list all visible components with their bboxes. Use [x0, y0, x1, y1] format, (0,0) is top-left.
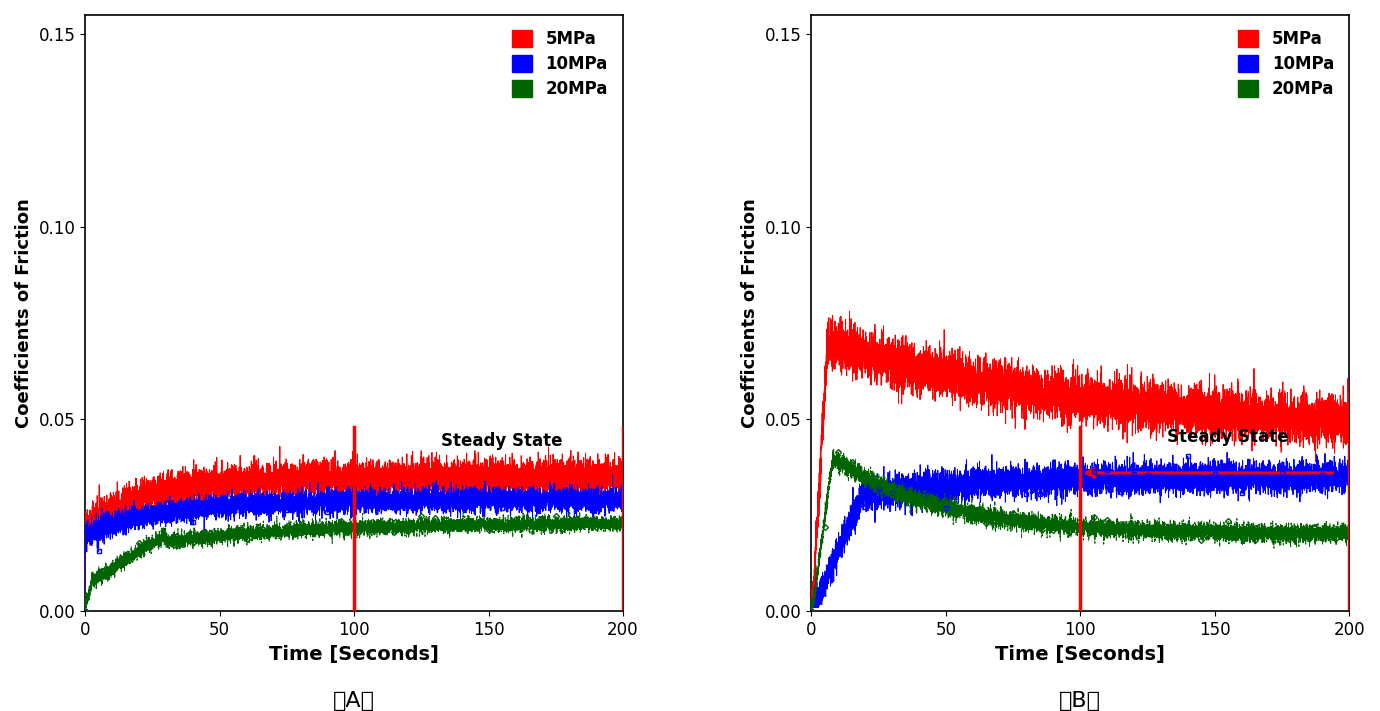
Y-axis label: Coefficients of Friction: Coefficients of Friction	[15, 198, 33, 428]
X-axis label: Time [Seconds]: Time [Seconds]	[269, 645, 439, 664]
Text: （A）: （A）	[333, 691, 375, 711]
Legend: 5MPa, 10MPa, 20MPa: 5MPa, 10MPa, 20MPa	[505, 23, 614, 105]
Legend: 5MPa, 10MPa, 20MPa: 5MPa, 10MPa, 20MPa	[1232, 23, 1341, 105]
Text: （B）: （B）	[1060, 691, 1101, 711]
X-axis label: Time [Seconds]: Time [Seconds]	[995, 645, 1165, 664]
Text: Steady State: Steady State	[1167, 428, 1289, 446]
Y-axis label: Coefficients of Friction: Coefficients of Friction	[741, 198, 759, 428]
Text: Steady State: Steady State	[442, 432, 563, 450]
